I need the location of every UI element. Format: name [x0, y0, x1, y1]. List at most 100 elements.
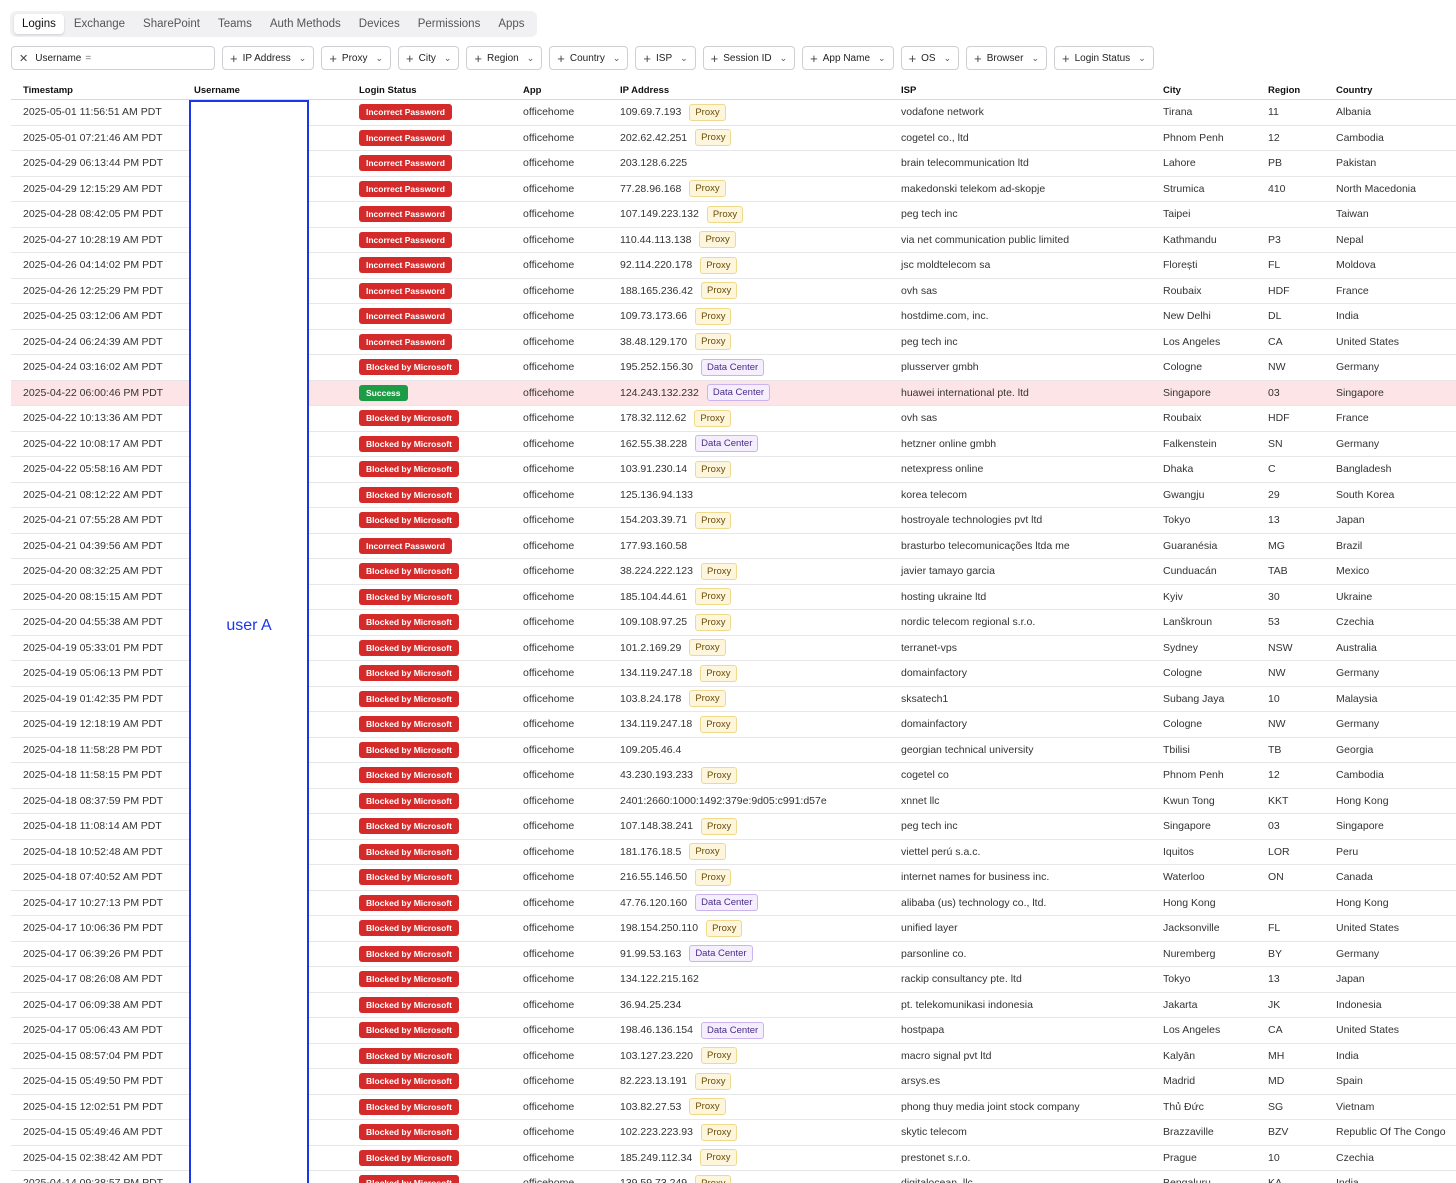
table-row[interactable]: 2025-04-28 08:42:05 PM PDT Incorrect Pass…	[11, 202, 1456, 228]
filter-chip-ip-address[interactable]: + IP Address ⌄	[222, 46, 315, 70]
country-cell: United States	[1336, 1024, 1400, 1037]
table-row[interactable]: 2025-04-19 12:18:19 AM PDT Blocked by Mic…	[11, 712, 1456, 738]
col-header-city[interactable]: City	[1163, 84, 1181, 96]
table-row[interactable]: 2025-04-20 08:15:15 AM PDT Blocked by Mic…	[11, 585, 1456, 610]
table-row[interactable]: 2025-04-19 01:42:35 PM PDT Blocked by Mic…	[11, 687, 1456, 712]
col-header-ip[interactable]: IP Address	[620, 84, 670, 96]
table-row[interactable]: 2025-04-27 10:28:19 AM PDT Incorrect Pass…	[11, 228, 1456, 253]
app-cell: officehome	[523, 743, 575, 756]
col-header-timestamp[interactable]: Timestamp	[23, 84, 73, 96]
app-cell: officehome	[523, 412, 575, 425]
table-row[interactable]: 2025-04-26 04:14:02 PM PDT Incorrect Pass…	[11, 253, 1456, 279]
table-row[interactable]: 2025-04-22 05:58:16 AM PDT Blocked by Mic…	[11, 457, 1456, 483]
filter-chip-os[interactable]: + OS ⌄	[900, 46, 960, 70]
table-row[interactable]: 2025-04-22 10:13:36 AM PDT Blocked by Mic…	[11, 406, 1456, 432]
filter-chip-isp[interactable]: + ISP ⌄	[635, 46, 696, 70]
filter-chip-city[interactable]: + City ⌄	[398, 46, 460, 70]
col-header-username[interactable]: Username	[194, 84, 240, 96]
col-header-login-status[interactable]: Login Status	[359, 84, 417, 96]
table-row[interactable]: 2025-04-22 10:08:17 AM PDT Blocked by Mic…	[11, 432, 1456, 457]
ip-address: 125.136.94.133	[620, 488, 693, 501]
table-row[interactable]: 2025-04-24 03:16:02 AM PDT Blocked by Mic…	[11, 355, 1456, 381]
tab-auth-methods[interactable]: Auth Methods	[269, 18, 341, 30]
app-cell: officehome	[523, 1024, 575, 1037]
table-row[interactable]: 2025-04-17 06:39:26 PM PDT Blocked by Mic…	[11, 942, 1456, 967]
tab-teams[interactable]: Teams	[217, 18, 252, 30]
table-row[interactable]: 2025-04-21 04:39:56 AM PDT Incorrect Pass…	[11, 534, 1456, 559]
app-cell: officehome	[523, 335, 575, 348]
table-row[interactable]: 2025-04-17 08:26:08 AM PDT Blocked by Mic…	[11, 967, 1456, 993]
table-row[interactable]: 2025-04-17 05:06:43 AM PDT Blocked by Mic…	[11, 1018, 1456, 1044]
table-row[interactable]: 2025-04-18 08:37:59 PM PDT Blocked by Mic…	[11, 789, 1456, 814]
table-row[interactable]: 2025-04-21 08:12:22 AM PDT Blocked by Mic…	[11, 483, 1456, 508]
app-cell: officehome	[523, 871, 575, 884]
tab-logins[interactable]: Logins	[14, 14, 64, 34]
region-cell: FL	[1268, 259, 1281, 272]
login-status-cell: Blocked by Microsoft	[359, 588, 459, 605]
col-header-country[interactable]: Country	[1336, 84, 1373, 96]
table-row[interactable]: 2025-04-15 05:49:50 PM PDT Blocked by Mic…	[11, 1069, 1456, 1095]
region-cell: JK	[1268, 998, 1281, 1011]
table-row[interactable]: 2025-04-17 06:09:38 AM PDT Blocked by Mic…	[11, 993, 1456, 1018]
table-row[interactable]: 2025-04-26 12:25:29 PM PDT Incorrect Pass…	[11, 279, 1456, 304]
filter-chip-app-name[interactable]: + App Name ⌄	[802, 46, 894, 70]
ip-address: 134.122.215.162	[620, 973, 699, 986]
table-row[interactable]: 2025-04-19 05:33:01 PM PDT Blocked by Mic…	[11, 636, 1456, 661]
table-row[interactable]: 2025-04-17 10:06:36 PM PDT Blocked by Mic…	[11, 916, 1456, 942]
table-row[interactable]: 2025-04-18 07:40:52 AM PDT Blocked by Mic…	[11, 865, 1456, 891]
tab-sharepoint[interactable]: SharePoint	[143, 18, 200, 30]
isp-cell: alibaba (us) technology co., ltd.	[901, 896, 1047, 909]
filter-chip-browser[interactable]: + Browser ⌄	[966, 46, 1047, 70]
col-header-isp[interactable]: ISP	[901, 84, 917, 96]
table-row[interactable]: 2025-04-15 05:49:46 AM PDT Blocked by Mic…	[11, 1120, 1456, 1146]
tab-devices[interactable]: Devices	[358, 18, 400, 30]
timestamp-cell: 2025-04-18 11:58:15 PM PDT	[23, 769, 163, 782]
table-row[interactable]: 2025-04-20 08:32:25 AM PDT Blocked by Mic…	[11, 559, 1456, 585]
ip-address: 103.127.23.220	[620, 1049, 693, 1062]
table-row[interactable]: 2025-04-18 11:58:15 PM PDT Blocked by Mic…	[11, 763, 1456, 789]
col-header-region[interactable]: Region	[1268, 84, 1301, 96]
status-badge: Incorrect Password	[359, 129, 452, 146]
filter-chip-session-id[interactable]: + Session ID ⌄	[702, 46, 796, 70]
filter-chip-region[interactable]: + Region ⌄	[466, 46, 543, 70]
table-row[interactable]: 2025-04-29 06:13:44 PM PDT Incorrect Pass…	[11, 151, 1456, 177]
table-row[interactable]: 2025-04-18 11:08:14 AM PDT Blocked by Mic…	[11, 814, 1456, 840]
tab-apps[interactable]: Apps	[498, 18, 525, 30]
isp-cell: rackip consultancy pte. ltd	[901, 973, 1022, 986]
proxy-tag: Proxy	[695, 613, 732, 631]
table-row[interactable]: 2025-04-25 03:12:06 AM PDT Incorrect Pass…	[11, 304, 1456, 330]
filter-chip-proxy[interactable]: + Proxy ⌄	[321, 46, 392, 70]
filter-chip-login-status[interactable]: + Login Status ⌄	[1053, 46, 1154, 70]
col-header-app[interactable]: App	[523, 84, 542, 96]
timestamp-cell: 2025-04-14 09:38:57 PM PDT	[23, 1177, 163, 1183]
login-status-cell: Incorrect Password	[359, 333, 452, 350]
ip-cell: 107.149.223.132 Proxy	[620, 205, 744, 223]
table-row[interactable]: 2025-04-24 06:24:39 AM PDT Incorrect Pass…	[11, 330, 1456, 355]
city-cell: Roubaix	[1163, 412, 1202, 425]
filter-chip-country[interactable]: + Country ⌄	[549, 46, 629, 70]
ip-address: 154.203.39.71	[620, 514, 688, 527]
country-cell: Albania	[1336, 106, 1372, 119]
table-row[interactable]: 2025-04-21 07:55:28 AM PDT Blocked by Mic…	[11, 508, 1456, 534]
username-filter[interactable]: ✕ Username =	[11, 46, 215, 70]
tab-permissions[interactable]: Permissions	[417, 18, 481, 30]
close-icon[interactable]: ✕	[19, 52, 29, 65]
table-row[interactable]: 2025-04-19 05:06:13 PM PDT Blocked by Mic…	[11, 661, 1456, 687]
tab-exchange[interactable]: Exchange	[73, 18, 126, 30]
table-row[interactable]: 2025-05-01 07:21:46 AM PDT Incorrect Pass…	[11, 126, 1456, 151]
proxy-tag: Proxy	[689, 180, 726, 198]
table-row[interactable]: 2025-04-17 10:27:13 PM PDT Blocked by Mic…	[11, 891, 1456, 916]
table-row[interactable]: 2025-04-15 08:57:04 PM PDT Blocked by Mic…	[11, 1044, 1456, 1069]
table-row[interactable]: 2025-04-20 04:55:38 AM PDT Blocked by Mic…	[11, 610, 1456, 636]
login-status-cell: Incorrect Password	[359, 155, 452, 172]
status-badge: Blocked by Microsoft	[359, 410, 459, 427]
login-status-cell: Incorrect Password	[359, 537, 452, 554]
table-row[interactable]: 2025-04-18 10:52:48 AM PDT Blocked by Mic…	[11, 840, 1456, 865]
table-row[interactable]: 2025-04-18 11:58:28 PM PDT Blocked by Mic…	[11, 738, 1456, 763]
table-row[interactable]: 2025-04-15 02:38:42 AM PDT Blocked by Mic…	[11, 1146, 1456, 1171]
table-row[interactable]: 2025-04-14 09:38:57 PM PDT Blocked by Mic…	[11, 1171, 1456, 1183]
filter-operator: =	[85, 52, 92, 64]
table-row[interactable]: 2025-04-29 12:15:29 AM PDT Incorrect Pass…	[11, 177, 1456, 202]
table-row[interactable]: 2025-05-01 11:56:51 AM PDT Incorrect Pass…	[11, 100, 1456, 126]
table-row[interactable]: 2025-04-15 12:02:51 PM PDT Blocked by Mic…	[11, 1095, 1456, 1120]
